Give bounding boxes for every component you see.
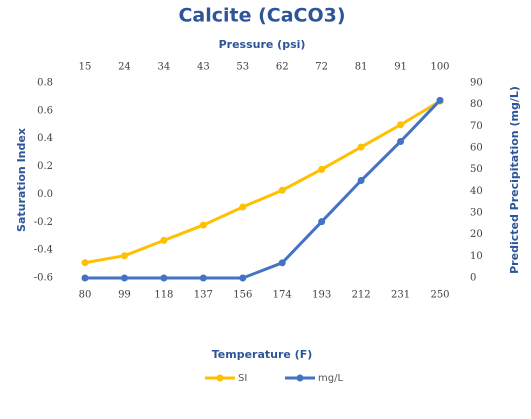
legend-marker xyxy=(216,374,224,382)
x-tick-label: 193 xyxy=(312,290,331,301)
data-point xyxy=(318,218,326,226)
y2-tick-label: 30 xyxy=(470,208,483,219)
data-point xyxy=(160,236,168,244)
y-tick-label: 0.0 xyxy=(37,189,53,200)
chart-title: Calcite (CaCO3) xyxy=(178,5,345,27)
y2-tick-label: 20 xyxy=(470,229,483,240)
data-point xyxy=(199,274,207,282)
x-tick-label: 212 xyxy=(352,290,371,301)
x-tick-label: 250 xyxy=(430,290,449,301)
x2-tick-label: 100 xyxy=(430,62,449,73)
y2-tick-label: 80 xyxy=(470,99,483,110)
x-tick-label: 174 xyxy=(273,290,292,301)
x2-tick-label: 62 xyxy=(276,62,289,73)
x2-tick-label: 15 xyxy=(79,62,92,73)
data-point xyxy=(278,186,286,194)
y2-tick-label: 40 xyxy=(470,186,483,197)
x2-tick-label: 91 xyxy=(394,62,407,73)
legend-label: SI xyxy=(238,373,247,384)
y2-tick-label: 10 xyxy=(470,251,483,262)
y-tick-label: 0.8 xyxy=(37,78,53,89)
y-tick-label: -0.6 xyxy=(34,273,53,284)
y-tick-label: 0.4 xyxy=(37,133,53,144)
x2-axis-title: Pressure (psi) xyxy=(219,38,306,51)
data-point xyxy=(199,221,207,229)
y2-tick-label: 60 xyxy=(470,143,483,154)
legend-marker xyxy=(296,374,304,382)
x-tick-label: 137 xyxy=(194,290,213,301)
x2-tick-label: 24 xyxy=(118,62,131,73)
data-point xyxy=(278,259,286,267)
x2-tick-label: 34 xyxy=(158,62,171,73)
data-point xyxy=(239,203,247,211)
x-tick-label: 99 xyxy=(118,290,131,301)
data-point xyxy=(436,96,444,104)
data-point xyxy=(239,274,247,282)
y2-tick-label: 70 xyxy=(470,121,483,132)
y-tick-label: 0.6 xyxy=(37,105,53,116)
y2-tick-label: 0 xyxy=(470,273,476,284)
series-line xyxy=(84,99,441,265)
y-tick-label: 0.2 xyxy=(37,161,53,172)
data-point xyxy=(397,138,405,145)
y-axis-title: Saturation Index xyxy=(15,128,28,232)
y2-tick-label: 90 xyxy=(470,78,483,89)
x-tick-label: 156 xyxy=(233,290,252,301)
data-point xyxy=(397,121,405,129)
data-point xyxy=(357,143,365,151)
y2-tick-label: 50 xyxy=(470,164,483,175)
y-tick-label: -0.4 xyxy=(34,245,53,256)
data-point xyxy=(81,259,89,267)
legend-label: mg/L xyxy=(318,373,343,384)
y2-axis-title: Predicted Precipitation (mg/L) xyxy=(508,86,521,274)
x-tick-label: 118 xyxy=(154,290,173,301)
x2-tick-label: 72 xyxy=(315,62,328,73)
x-tick-label: 80 xyxy=(79,290,92,301)
x-axis-title: Temperature (F) xyxy=(212,348,313,361)
data-point xyxy=(120,252,128,260)
x-tick-label: 231 xyxy=(391,290,410,301)
data-point xyxy=(81,274,89,282)
data-point xyxy=(357,177,365,184)
x2-tick-label: 53 xyxy=(236,62,249,73)
data-point xyxy=(120,274,128,282)
x2-tick-label: 43 xyxy=(197,62,210,73)
series-line xyxy=(85,99,442,280)
x2-tick-label: 81 xyxy=(355,62,368,73)
data-point xyxy=(318,165,326,173)
data-point xyxy=(160,274,168,282)
y-tick-label: -0.2 xyxy=(34,217,53,228)
